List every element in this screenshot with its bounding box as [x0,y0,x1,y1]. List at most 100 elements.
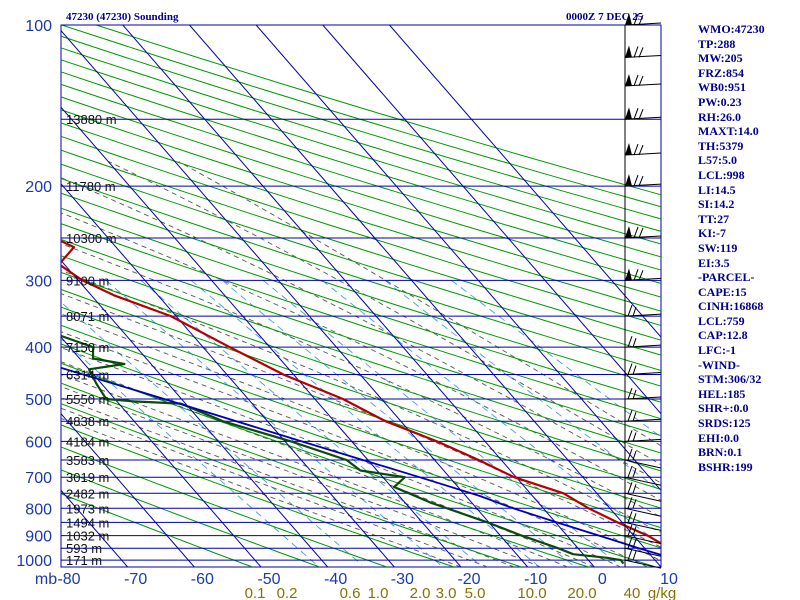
wind-barb [624,174,662,187]
parcel-profile [61,366,661,556]
dry-adiabat [61,362,656,567]
wind-barb [624,548,662,569]
temperature-tick-label: -70 [124,571,147,588]
height-label: 3583 m [66,453,109,468]
dry-adiabat [61,207,661,403]
station-title: 47230 (47230) Sounding [66,11,179,23]
moist-adiabat [61,386,542,567]
index-row: STM:306/32 [698,372,762,387]
mixing-ratio-label: 3.0 [436,585,457,600]
wind-barb [624,466,662,486]
index-row: FRZ:854 [698,65,744,80]
mixing-ratio-line [221,279,573,566]
moist-adiabat [61,243,661,518]
mixing-ratio-label: 0.6 [340,585,361,600]
dry-adiabat [61,135,661,327]
barb-feather [632,365,637,375]
dry-adiabat [61,424,455,567]
temperature-tick-label: -40 [324,571,347,588]
index-row: LI:14.5 [698,182,736,197]
barb-shaft [624,547,662,557]
index-row: LCL:998 [698,167,745,182]
height-label: 11780 m [66,179,116,194]
index-row: LFC:-1 [698,343,736,358]
pressure-tick-label: 500 [25,392,52,409]
isotherm-line [61,412,195,567]
isotherm-line [61,106,462,567]
wind-barb [624,268,662,281]
dry-adiabat [61,469,320,567]
pressure-tick-label: 900 [25,529,52,546]
barb-feather [638,175,644,187]
mixing-ratio-label: 0.1 [245,585,266,600]
index-row: WMO:47230 [698,22,765,36]
index-row: SRDS:125 [698,416,751,431]
barb-feather [633,143,639,156]
moist-adiabat [178,161,661,447]
barb-feather [632,484,637,494]
index-row: TH:5379 [698,138,744,153]
barb-feather [627,410,633,422]
dry-adiabat [61,255,661,454]
wind-barb [624,482,662,502]
mixing-ratio-label: 10.0 [517,585,546,600]
index-row: MW:205 [698,51,743,66]
barb-feather [633,13,639,26]
index-row: EI:3.5 [698,255,730,270]
barb-feather [638,75,644,87]
barb-feather [633,74,639,87]
wind-barb [624,73,662,87]
plot-background [60,24,662,568]
barb-flag [625,45,632,58]
index-row: TP:288 [698,36,736,51]
pressure-tick-label: 700 [25,470,52,487]
dry-adiabat [61,192,661,387]
dry-adiabat [61,306,661,509]
pressure-tick-label: 400 [25,340,52,357]
dry-adiabat [61,83,661,271]
mixing-ratio-label: 40 [624,585,641,600]
barb-shaft [624,372,662,376]
dry-adiabat [61,403,522,567]
height-label: 1494 m [66,515,109,530]
index-row: WB0:951 [698,80,746,95]
barb-feather [627,363,633,375]
barb-shaft [624,459,662,469]
pressure-tick-label: 200 [25,179,52,196]
barb-feather [638,270,644,281]
height-label: 3019 m [66,470,109,485]
wind-barb [624,497,662,517]
wind-barb [624,363,662,376]
mixing-ratio-line [384,279,661,493]
barb-flag [625,73,632,86]
barb-flag [625,225,632,238]
barb-feather [633,269,639,281]
moist-adiabat [61,293,661,548]
barb-feather [627,430,633,442]
barb-feather [632,450,637,461]
index-row: SHR+:0.0 [698,401,749,416]
height-label: 10300 m [66,231,117,246]
height-label: 9100 m [66,273,109,288]
mixing-ratio-label: 2.0 [410,585,431,600]
index-row: BSHR:199 [698,459,753,474]
temperature-tick-label: 10 [660,571,678,588]
barb-shaft [624,521,662,531]
index-row: -WIND- [698,357,740,372]
index-row: LCL:759 [698,313,745,328]
barb-flag [625,143,632,156]
pressure-unit-label: mb [35,571,57,588]
temperature-tick-label: -20 [457,571,480,588]
mixing-ratio-line [105,279,441,566]
wind-barb [624,430,662,442]
barb-shaft [624,438,662,442]
wind-barb [624,448,662,469]
barb-shaft [624,535,662,545]
index-row: HEL:185 [698,386,746,401]
barb-flag [625,107,632,120]
height-label: 8071 m [66,309,109,324]
pressure-tick-label: 600 [25,434,52,451]
dry-adiabat [61,109,661,298]
barb-feather [633,108,639,120]
